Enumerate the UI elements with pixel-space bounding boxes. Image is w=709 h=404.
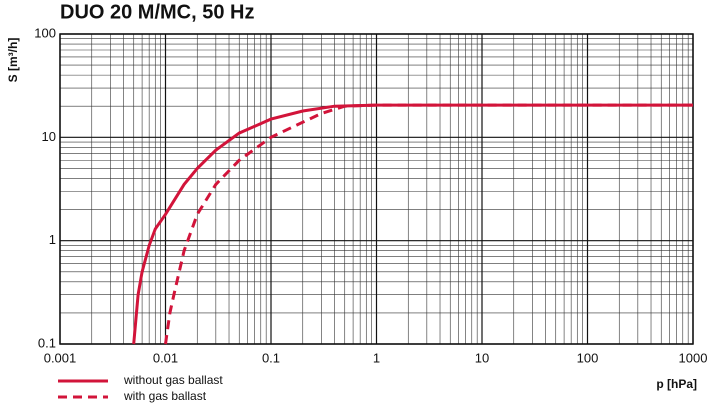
x-tick-label: 100 — [577, 350, 599, 365]
series-line — [132, 103, 693, 345]
legend-label: with gas ballast — [123, 389, 207, 403]
chart-title: DUO 20 M/MC, 50 Hz — [60, 1, 254, 23]
x-tick-label: 0.01 — [153, 350, 178, 365]
plot-frame — [59, 33, 694, 345]
y-tick-label: 0.1 — [38, 335, 56, 350]
legend-label: without gas ballast — [123, 373, 223, 387]
x-tick-label: 1000 — [679, 350, 708, 365]
x-tick-label: 0.1 — [262, 350, 280, 365]
x-axis-label: p [hPa] — [656, 377, 697, 391]
y-tick-label: 1 — [49, 232, 56, 247]
x-tick-label: 1 — [373, 350, 380, 365]
y-tick-label: 10 — [42, 129, 56, 144]
y-tick-label: 100 — [34, 25, 56, 40]
series-line — [164, 103, 693, 345]
y-axis-label: S [m³/h] — [6, 38, 20, 83]
x-tick-label: 10 — [475, 350, 489, 365]
x-tick-label: 0.001 — [44, 350, 77, 365]
